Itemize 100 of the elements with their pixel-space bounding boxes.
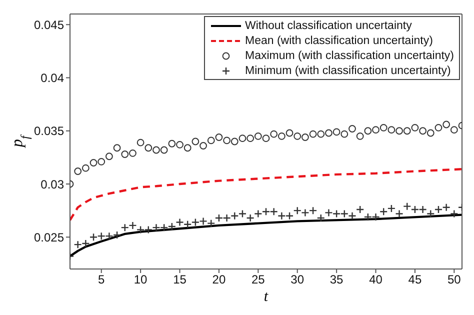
point	[199, 217, 208, 226]
point	[191, 218, 200, 226]
x-tick-label: 40	[369, 272, 383, 287]
point	[184, 144, 192, 152]
point	[254, 210, 262, 218]
point	[82, 164, 90, 172]
point	[246, 214, 254, 222]
y-tick-label: 0.045	[34, 18, 64, 32]
y-tick-label: 0.035	[34, 124, 64, 138]
point	[106, 152, 113, 160]
point	[348, 212, 356, 220]
point	[262, 134, 270, 142]
x-axis-title: t	[264, 289, 269, 305]
point	[121, 150, 129, 158]
point	[356, 132, 364, 140]
point	[207, 136, 215, 144]
point	[200, 142, 207, 150]
point	[403, 202, 412, 210]
legend-label: Mean (with classification uncertainty)	[245, 34, 433, 46]
point	[262, 208, 270, 216]
point	[372, 212, 380, 222]
point	[74, 168, 82, 175]
y-tick-label: 0.03	[40, 177, 64, 192]
point	[160, 146, 168, 154]
point	[230, 212, 239, 220]
point	[113, 144, 121, 152]
legend-label: Minimum (with classification uncertainty)	[245, 64, 451, 76]
point	[270, 208, 278, 216]
point	[294, 132, 302, 140]
point	[332, 128, 340, 136]
point	[97, 232, 106, 240]
point	[450, 210, 458, 218]
point	[317, 130, 325, 138]
point	[160, 223, 168, 232]
x-tick-label: 50	[447, 272, 462, 287]
point	[90, 159, 98, 166]
point	[270, 130, 278, 138]
point	[144, 226, 152, 234]
x-tick-label: 45	[408, 272, 422, 287]
point	[387, 204, 396, 213]
point	[324, 208, 333, 217]
point	[426, 129, 434, 137]
point	[285, 212, 294, 220]
point	[128, 221, 137, 230]
point	[192, 138, 200, 146]
x-tick-label: 30	[290, 272, 304, 287]
point	[340, 210, 348, 218]
point	[308, 206, 318, 215]
point	[364, 212, 372, 222]
point	[214, 214, 224, 222]
point	[380, 208, 388, 216]
point	[410, 205, 420, 214]
point	[168, 140, 176, 148]
point	[176, 140, 184, 148]
line-series	[70, 168, 462, 222]
point	[309, 130, 317, 138]
point	[82, 239, 90, 248]
point	[254, 132, 262, 140]
point	[222, 214, 231, 222]
point	[419, 127, 426, 135]
point	[395, 210, 404, 218]
point	[89, 233, 98, 242]
point	[418, 205, 427, 214]
point	[152, 223, 160, 232]
point	[238, 134, 246, 142]
y-tick-label: 0.04	[40, 71, 64, 86]
point	[246, 134, 254, 142]
point	[120, 223, 129, 232]
point	[396, 127, 403, 135]
point	[442, 120, 450, 128]
point	[388, 126, 396, 134]
point	[112, 230, 122, 240]
x-tick-label: 15	[173, 272, 187, 287]
point	[340, 130, 348, 138]
point	[278, 212, 286, 220]
point	[74, 240, 82, 249]
point	[426, 210, 435, 218]
point	[184, 220, 192, 228]
point	[176, 218, 184, 226]
x-tick-label: 20	[212, 272, 226, 287]
point	[168, 222, 176, 231]
point	[230, 138, 238, 146]
legend-label: Without classification uncertainty	[245, 20, 412, 32]
point	[348, 125, 356, 132]
point	[215, 134, 223, 141]
line-series	[70, 214, 462, 258]
point	[434, 124, 442, 132]
point	[434, 205, 443, 214]
y-tick-label: 0.025	[34, 230, 64, 244]
point	[356, 205, 364, 214]
point	[238, 210, 247, 218]
point	[129, 149, 136, 157]
point	[411, 124, 419, 132]
x-tick-label: 25	[251, 272, 266, 287]
point	[286, 129, 294, 137]
point	[223, 136, 230, 144]
x-tick-label: 10	[134, 272, 148, 287]
point	[293, 206, 302, 215]
point	[136, 226, 145, 234]
point	[136, 138, 144, 146]
